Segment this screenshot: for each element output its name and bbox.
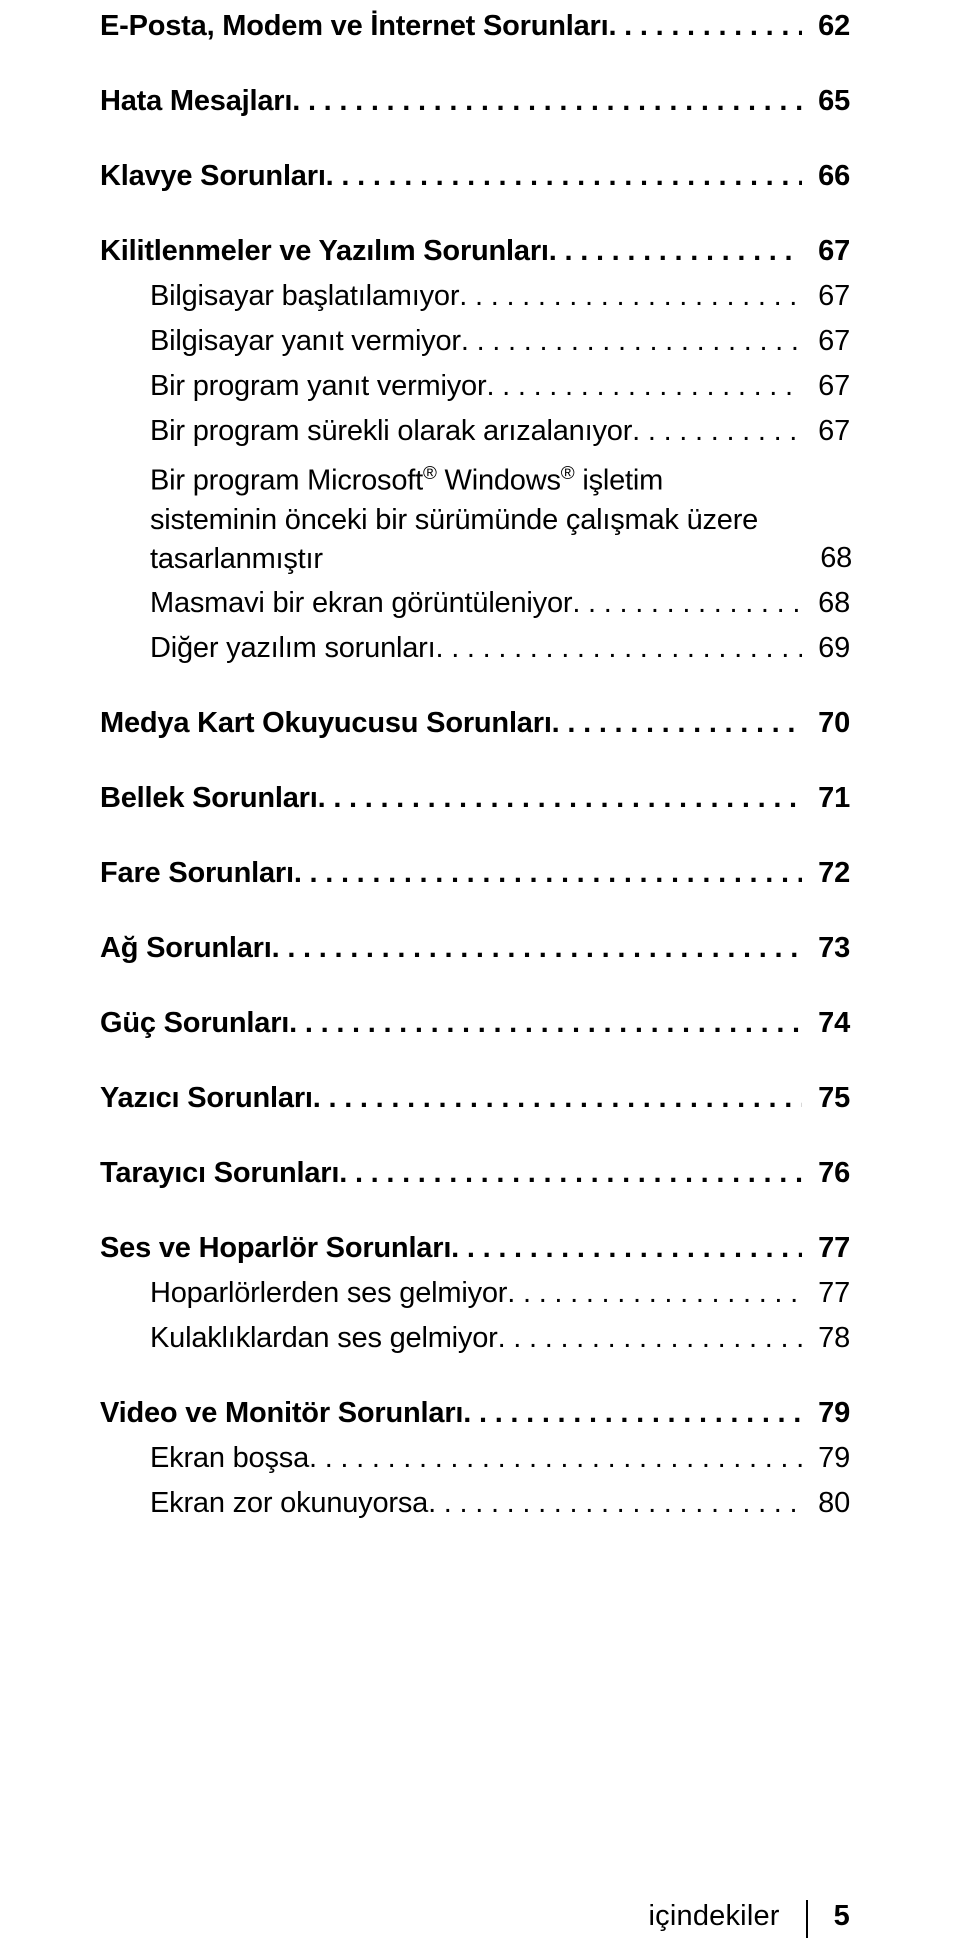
toc-row: E-Posta, Modem ve İnternet Sorunları . .… [100,10,850,43]
toc-row: Bir program sürekli olarak arızalanıyor … [100,415,850,448]
toc-leader-dots: . . . . . . . . . . . . . . . . . . . . … [463,1397,802,1430]
toc-leader-dots: . . . . . . . . . . . . . . . . . . . . … [436,632,803,665]
toc-entry-page: 77 [802,1232,850,1265]
toc-entry-page: 71 [802,782,850,815]
footer-separator [806,1900,808,1938]
toc-leader-dots: . . . . . . . . . . . . . . . . . . . . … [339,1157,802,1190]
toc-leader-dots: . . . . . . . . . . . . . . . . . . . . … [326,160,802,193]
toc-row: Medya Kart Okuyucusu Sorunları . . . . .… [100,707,850,740]
toc-row: Bilgisayar yanıt vermiyor . . . . . . . … [100,325,850,358]
toc-entry-title: Hata Mesajları [100,85,292,118]
toc-leader-dots: . . . . . . . . . . . . . . . . . . . . … [428,1487,802,1520]
toc-entry-page: 74 [802,1007,850,1040]
toc-leader-dots: . . . . . . . . . . . . . . . . . . . . … [632,415,802,448]
toc-row: Ağ Sorunları . . . . . . . . . . . . . .… [100,932,850,965]
toc-entry-page: 67 [802,280,850,313]
page-footer: içindekiler 5 [649,1900,851,1938]
toc-leader-dots: . . . . . . . . . . . . . . . . . . . . … [572,587,802,620]
table-of-contents: E-Posta, Modem ve İnternet Sorunları . .… [100,10,850,1520]
toc-entry-page: 67 [802,415,850,448]
toc-row: Ekran zor okunuyorsa . . . . . . . . . .… [100,1487,850,1520]
toc-row: Masmavi bir ekran görüntüleniyor . . . .… [100,587,850,620]
toc-entry-page: 65 [802,85,850,118]
toc-row: Ses ve Hoparlör Sorunları . . . . . . . … [100,1232,850,1265]
toc-leader-dots: . . . . . . . . . . . . . . . . . . . . … [461,325,802,358]
toc-entry-page: 78 [802,1322,850,1355]
toc-row: Video ve Monitör Sorunları . . . . . . .… [100,1397,850,1430]
toc-entry-page: 67 [802,370,850,403]
toc-row: Ekran boşsa . . . . . . . . . . . . . . … [100,1442,850,1475]
toc-entry-title: Ağ Sorunları [100,932,272,965]
toc-leader-dots: . . . . . . . . . . . . . . . . . . . . … [486,370,802,403]
toc-row: Hata Mesajları . . . . . . . . . . . . .… [100,85,850,118]
toc-entry-page: 69 [802,632,850,665]
toc-entry-title: Bir program sürekli olarak arızalanıyor [100,415,632,448]
toc-entry-page: 75 [802,1082,850,1115]
toc-row: Diğer yazılım sorunları . . . . . . . . … [100,632,850,665]
toc-entry-title: Güç Sorunları [100,1007,289,1040]
toc-row: Güç Sorunları . . . . . . . . . . . . . … [100,1007,850,1040]
toc-entry-page: 79 [802,1442,850,1475]
toc-row: Bir program Microsoft® Windows® işletim … [100,460,850,575]
toc-leader-dots: . . . . . . . . . . . . . . . . . . . . … [289,1007,802,1040]
toc-entry-title: Bilgisayar başlatılamıyor [100,280,459,313]
toc-row: Bir program yanıt vermiyor . . . . . . .… [100,370,850,403]
toc-entry-page: 72 [802,857,850,890]
toc-leader-dots: . . . . . . . . . . . . . . . . . . . . … [272,932,802,965]
toc-leader-dots: . . . . . . . . . . . . . . . . . . . . … [451,1232,802,1265]
toc-entry-title: Fare Sorunları [100,857,294,890]
toc-row: Kulaklıklardan ses gelmiyor . . . . . . … [100,1322,850,1355]
toc-entry-title: Bellek Sorunları [100,782,318,815]
toc-leader-dots: . . . . . . . . . . . . . . . . . . . . … [313,1082,802,1115]
toc-leader-dots: . . . . . . . . . . . . . . . . . . . . … [552,707,802,740]
toc-entry-title: Bilgisayar yanıt vermiyor [100,325,461,358]
toc-row: Bellek Sorunları . . . . . . . . . . . .… [100,782,850,815]
toc-entry-title: E-Posta, Modem ve İnternet Sorunları [100,10,608,43]
toc-leader-dots: . . . . . . . . . . . . . . . . . . . . … [608,10,802,43]
toc-entry-title: Kulaklıklardan ses gelmiyor [100,1322,498,1355]
toc-entry-page: 76 [802,1157,850,1190]
toc-entry-title: Yazıcı Sorunları [100,1082,313,1115]
toc-leader-dots: . . . . . . . . . . . . . . . . . . . . … [318,782,802,815]
toc-row: Bilgisayar başlatılamıyor . . . . . . . … [100,280,850,313]
toc-leader-dots: . . . . . . . . . . . . . . . . . . . . … [549,235,802,268]
toc-entry-page: 80 [802,1487,850,1520]
footer-label: içindekiler [649,1900,780,1933]
toc-entry-title: Ses ve Hoparlör Sorunları [100,1232,451,1265]
toc-entry-title: Bir program yanıt vermiyor [100,370,486,403]
toc-entry-page: 70 [802,707,850,740]
toc-row: Fare Sorunları . . . . . . . . . . . . .… [100,857,850,890]
toc-entry-page: 68 [802,587,850,620]
toc-leader-dots: . . . . . . . . . . . . . . . . . . . . … [294,857,802,890]
toc-leader-dots: . . . . . . . . . . . . . . . . . . . . … [498,1322,802,1355]
toc-entry-page: 62 [802,10,850,43]
toc-entry-title: Tarayıcı Sorunları [100,1157,339,1190]
toc-row: Hoparlörlerden ses gelmiyor . . . . . . … [100,1277,850,1310]
toc-leader-dots: . . . . . . . . . . . . . . . . . . . . … [292,85,802,118]
toc-leader-dots: . . . . . . . . . . . . . . . . . . . . … [459,280,802,313]
toc-entry-title: Medya Kart Okuyucusu Sorunları [100,707,552,740]
toc-entry-title: Masmavi bir ekran görüntüleniyor [100,587,572,620]
toc-entry-title: Kilitlenmeler ve Yazılım Sorunları [100,235,549,268]
toc-entry-page: 73 [802,932,850,965]
toc-row: Kilitlenmeler ve Yazılım Sorunları . . .… [100,235,850,268]
toc-row: Yazıcı Sorunları . . . . . . . . . . . .… [100,1082,850,1115]
toc-entry-title: Hoparlörlerden ses gelmiyor [100,1277,507,1310]
toc-entry-title: Klavye Sorunları [100,160,326,193]
toc-row: Klavye Sorunları . . . . . . . . . . . .… [100,160,850,193]
footer-page-number: 5 [834,1900,850,1933]
toc-leader-dots: . . . . . . . . . . . . . . . . . . . . … [507,1277,802,1310]
toc-leader-dots: . . . . . . . . . . . . . . . . . . . . … [309,1442,802,1475]
toc-entry-title: Ekran boşsa [100,1442,309,1475]
toc-entry-page: 66 [802,160,850,193]
toc-entry-page: 77 [802,1277,850,1310]
toc-entry-title: Diğer yazılım sorunları [100,632,436,665]
toc-entry-title: Ekran zor okunuyorsa [100,1487,428,1520]
toc-entry-page: 67 [802,325,850,358]
toc-entry-page: 67 [802,235,850,268]
toc-row: Tarayıcı Sorunları . . . . . . . . . . .… [100,1157,850,1190]
toc-entry-page: 79 [802,1397,850,1430]
toc-entry-title: Video ve Monitör Sorunları [100,1397,463,1430]
toc-entry-page: 68 [804,542,852,575]
